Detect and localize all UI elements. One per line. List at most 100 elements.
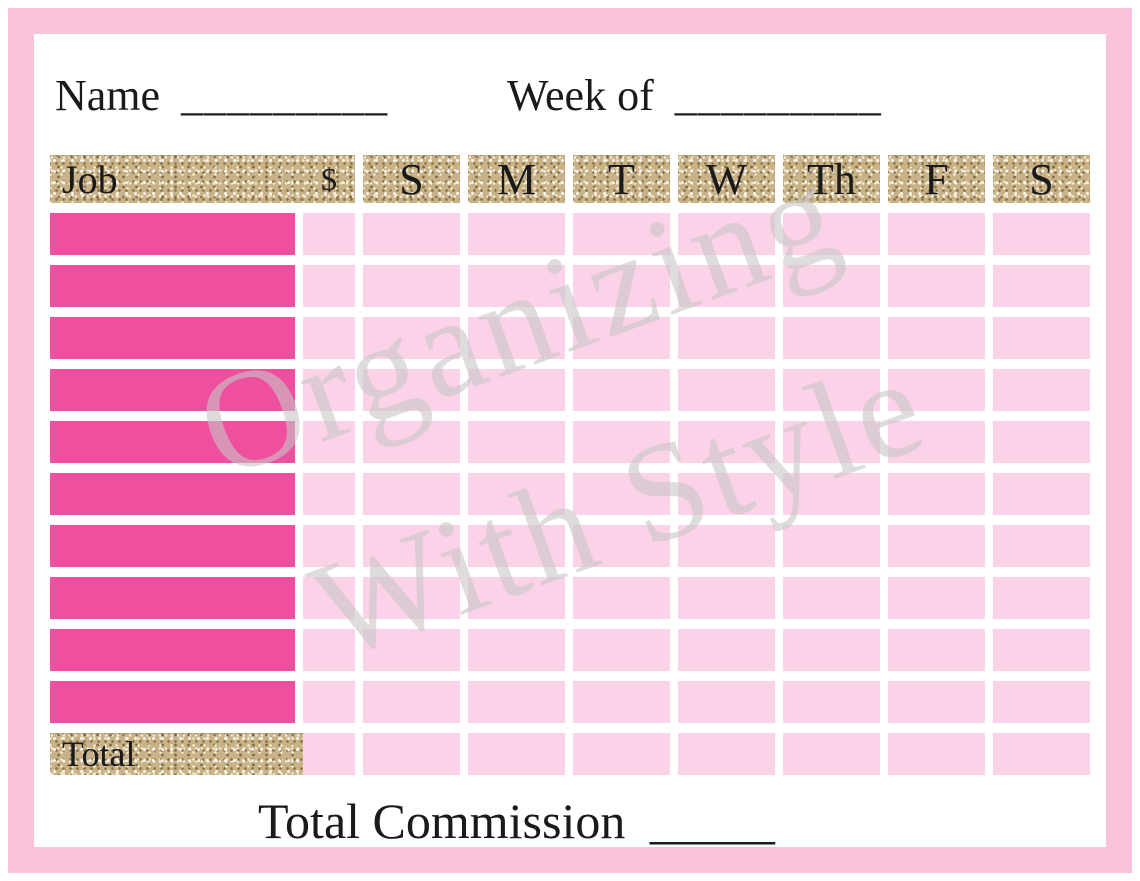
entry-cell	[993, 213, 1090, 255]
entry-cell	[573, 525, 670, 567]
wed-header-label: W	[705, 154, 748, 204]
entry-cell	[303, 213, 355, 255]
entry-cell	[303, 629, 355, 671]
column-header-fri: F	[888, 154, 985, 204]
entry-cell	[783, 421, 880, 463]
entry-cell	[468, 265, 565, 307]
entry-cell	[468, 577, 565, 619]
entry-cell	[678, 317, 775, 359]
entry-cell	[363, 629, 460, 671]
job-cell	[50, 265, 295, 307]
job-cell	[50, 369, 295, 411]
entry-cell	[678, 629, 775, 671]
entry-cell	[993, 265, 1090, 307]
entry-cell	[783, 213, 880, 255]
entry-cell	[363, 577, 460, 619]
entry-cell	[993, 629, 1090, 671]
column-header-dollar: $	[303, 155, 355, 203]
column-header-sat: S	[993, 154, 1090, 204]
entry-cell	[783, 265, 880, 307]
entry-cell	[678, 265, 775, 307]
total-entry-cell	[363, 733, 460, 775]
job-cell	[50, 577, 295, 619]
sun-header-label: S	[399, 154, 424, 204]
entry-cell	[303, 681, 355, 723]
entry-cell	[303, 317, 355, 359]
entry-cell	[888, 577, 985, 619]
entry-cell	[678, 577, 775, 619]
total-entry-cell	[303, 733, 355, 775]
week-of-blank: _________	[674, 71, 882, 120]
job-cell	[50, 473, 295, 515]
entry-cell	[783, 473, 880, 515]
entry-cell	[993, 473, 1090, 515]
entry-cell	[468, 473, 565, 515]
entry-cell	[888, 317, 985, 359]
job-header-label: Job	[62, 156, 118, 202]
entry-cell	[573, 629, 670, 671]
thu-header-label: Th	[807, 154, 856, 204]
entry-cell	[678, 369, 775, 411]
entry-cell	[468, 629, 565, 671]
entry-cell	[363, 213, 460, 255]
entry-cell	[783, 317, 880, 359]
total-commission-line: Total Commission _____	[258, 796, 775, 846]
column-header-sun: S	[363, 154, 460, 204]
entry-cell	[573, 473, 670, 515]
entry-cell	[783, 681, 880, 723]
entry-cell	[993, 369, 1090, 411]
job-cell	[50, 421, 295, 463]
week-of-line: Week of _________	[507, 74, 882, 118]
total-entry-cell	[888, 733, 985, 775]
name-label: Name	[55, 71, 161, 120]
column-header-thu: Th	[783, 154, 880, 204]
entry-cell	[303, 577, 355, 619]
sat-header-label: S	[1029, 154, 1054, 204]
entry-cell	[783, 525, 880, 567]
job-cell	[50, 681, 295, 723]
job-cell	[50, 317, 295, 359]
entry-cell	[363, 265, 460, 307]
fri-header-label: F	[924, 154, 949, 204]
entry-cell	[888, 265, 985, 307]
entry-cell	[993, 317, 1090, 359]
entry-cell	[783, 577, 880, 619]
name-blank: _________	[181, 71, 389, 120]
entry-cell	[678, 421, 775, 463]
entry-cell	[993, 681, 1090, 723]
entry-cell	[303, 525, 355, 567]
week-of-label: Week of	[507, 71, 654, 120]
total-entry-cell	[468, 733, 565, 775]
entry-cell	[888, 629, 985, 671]
entry-cell	[573, 369, 670, 411]
entry-cell	[363, 317, 460, 359]
column-header-wed: W	[678, 154, 775, 204]
entry-cell	[783, 369, 880, 411]
column-header-mon: M	[468, 155, 565, 204]
chart-grid: Job $ S M T W Th F S Total	[50, 155, 1090, 775]
entry-cell	[468, 421, 565, 463]
total-entry-cell	[993, 733, 1090, 775]
entry-cell	[888, 525, 985, 567]
total-entry-cell	[678, 733, 775, 775]
entry-cell	[468, 681, 565, 723]
entry-cell	[468, 213, 565, 255]
entry-cell	[303, 369, 355, 411]
entry-cell	[573, 265, 670, 307]
entry-cell	[993, 525, 1090, 567]
entry-cell	[573, 577, 670, 619]
entry-cell	[363, 473, 460, 515]
entry-cell	[363, 421, 460, 463]
total-label: Total	[62, 734, 136, 774]
total-label-cell: Total	[50, 733, 307, 775]
entry-cell	[888, 681, 985, 723]
entry-cell	[678, 681, 775, 723]
entry-cell	[468, 317, 565, 359]
entry-cell	[468, 525, 565, 567]
entry-cell	[888, 213, 985, 255]
entry-cell	[468, 369, 565, 411]
entry-cell	[303, 473, 355, 515]
entry-cell	[678, 473, 775, 515]
entry-cell	[888, 369, 985, 411]
